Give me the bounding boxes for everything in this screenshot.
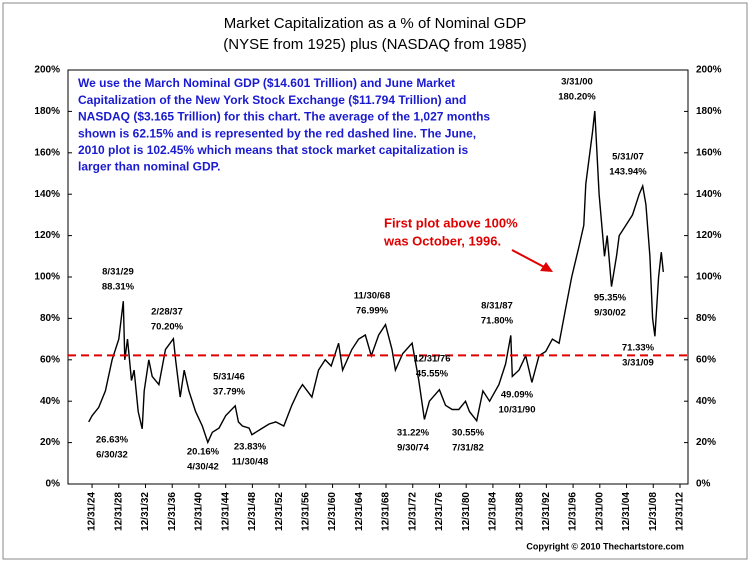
annotation: 9/30/02 [594,308,626,319]
y-tick-label: 180% [34,106,60,117]
annotation: 10/31/90 [499,405,536,416]
y2-tick-label: 20% [696,437,716,448]
x-tick-label: 12/31/12 [675,492,686,531]
y-tick-label: 60% [40,354,60,365]
annotation: 76.99% [356,306,389,317]
x-tick-label: 12/31/68 [381,492,392,531]
note-text: larger than nominal GDP. [78,160,220,174]
x-tick-label: 12/31/28 [113,492,124,531]
annotation: 49.09% [501,390,534,401]
annotation: 2/28/37 [151,307,183,318]
y2-tick-label: 40% [696,396,716,407]
x-tick-label: 12/31/88 [514,492,525,531]
arrow-head [540,262,553,272]
x-tick-label: 12/31/60 [327,492,338,531]
annotation: 5/31/46 [213,372,245,383]
annotation: 70.20% [151,322,184,333]
y-tick-label: 120% [34,230,60,241]
data-line [88,110,664,445]
y-tick-label: 40% [40,396,60,407]
annotation: 8/31/87 [481,301,513,312]
x-tick-label: 12/31/24 [87,492,98,531]
x-tick-label: 12/31/84 [488,492,499,531]
y-tick-label: 200% [34,65,60,76]
annotation: 4/30/42 [187,462,219,473]
annotation: 11/30/68 [354,291,390,302]
y2-tick-label: 140% [696,189,722,200]
annotation: 95.35% [594,293,627,304]
x-tick-label: 12/31/52 [274,492,285,531]
annotation: 88.31% [102,282,135,293]
annotation: 5/31/07 [612,152,644,163]
y-tick-label: 20% [40,437,60,448]
x-tick-label: 12/31/44 [220,492,231,531]
annotation: 37.79% [213,387,246,398]
y2-tick-label: 120% [696,230,722,241]
note-text: NASDAQ ($3.165 Trillion) for this chart.… [78,110,490,124]
annotation: 3/31/00 [561,77,593,88]
annotation: 30.55% [452,428,485,439]
x-tick-label: 12/31/80 [461,492,472,531]
annotation: 45.55% [416,369,449,380]
y2-tick-label: 100% [696,272,722,283]
y-tick-label: 160% [34,147,60,158]
y-tick-label: 100% [34,272,60,283]
note-text: Capitalization of the New York Stock Exc… [78,93,466,107]
plot-area [67,69,689,485]
x-tick-label: 12/31/32 [140,492,151,531]
y2-tick-label: 160% [696,147,722,158]
y-tick-label: 0% [46,479,61,490]
arrow [511,249,547,269]
y2-tick-label: 180% [696,106,722,117]
annotation: 3/31/09 [622,358,654,369]
annotation: 143.94% [609,167,647,178]
x-tick-label: 12/31/36 [167,492,178,531]
annotation: 9/30/74 [397,443,429,454]
copyright: Copyright © 2010 Thechartstore.com [526,541,684,551]
annotation: 7/31/82 [452,443,484,454]
x-tick-label: 12/31/76 [434,492,445,531]
x-tick-label: 12/31/04 [621,492,632,531]
note-text: 2010 plot is 102.45% which means that st… [78,143,468,157]
annotation: 71.33% [622,343,655,354]
note-text: We use the March Nominal GDP ($14.601 Tr… [78,76,455,90]
annotation: 8/31/29 [102,267,134,278]
y2-tick-label: 200% [696,65,722,76]
callout: was October, 1996. [383,233,501,248]
y2-tick-label: 80% [696,313,716,324]
annotation: 20.16% [187,447,220,458]
x-tick-label: 12/31/72 [407,492,418,531]
x-tick-label: 12/31/08 [648,492,659,531]
chart-subtitle: (NYSE from 1925) plus (NASDAQ from 1985) [223,36,526,53]
annotation: 71.80% [481,316,514,327]
x-tick-label: 12/31/40 [194,492,205,531]
x-tick-label: 12/31/96 [568,492,579,531]
callout: First plot above 100% [384,215,518,230]
x-tick-label: 12/31/48 [247,492,258,531]
y-tick-label: 140% [34,189,60,200]
annotation: 180.20% [558,92,596,103]
chart-title: Market Capitalization as a % of Nominal … [224,15,527,32]
note-text: shown is 62.15% and is represented by th… [78,126,476,140]
y-tick-label: 80% [40,313,60,324]
x-tick-label: 12/31/92 [541,492,552,531]
y2-tick-label: 60% [696,354,716,365]
annotation: 26.63% [96,435,129,446]
annotation: 6/30/32 [96,450,128,461]
annotation: 23.83% [234,442,267,453]
annotation: 31.22% [397,428,430,439]
annotation: 11/30/48 [232,457,268,468]
x-tick-label: 12/31/56 [300,492,311,531]
annotation: 12/31/76 [414,354,451,365]
y2-tick-label: 0% [696,479,711,490]
x-tick-label: 12/31/64 [354,492,365,531]
x-tick-label: 12/31/00 [594,492,605,531]
